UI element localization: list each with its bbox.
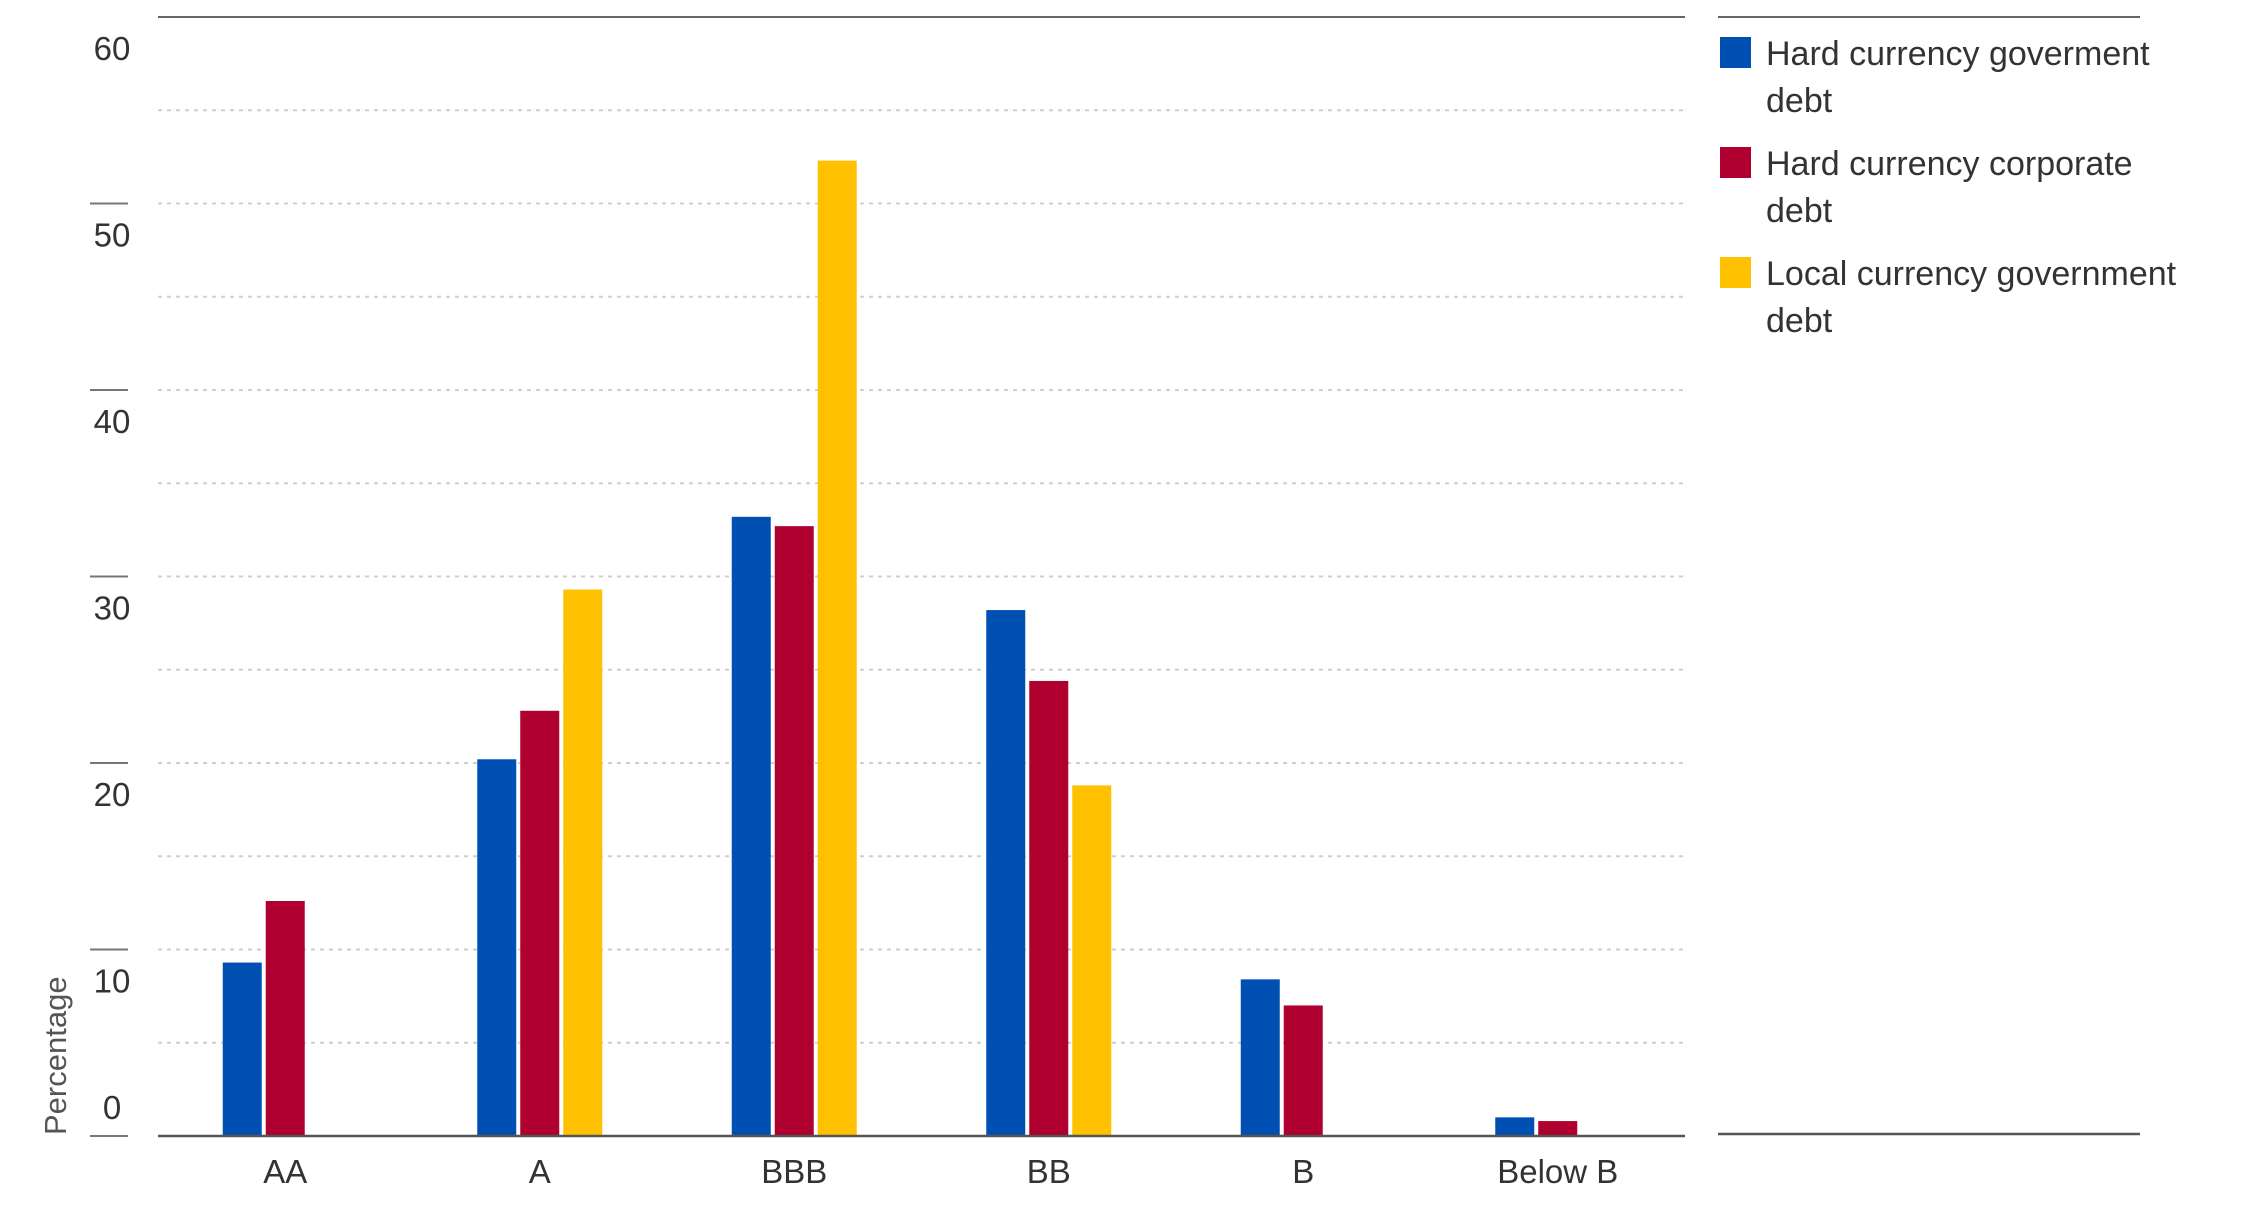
y-tick-label: 10 <box>94 963 131 1000</box>
y-tick-label: 50 <box>94 217 131 254</box>
y-tick-label: 60 <box>94 30 131 67</box>
legend-swatch <box>1720 37 1751 68</box>
legend-label: Hard currency goverment <box>1766 35 2150 73</box>
bar <box>265 901 305 1136</box>
bar <box>477 759 517 1136</box>
bar <box>1495 1117 1535 1136</box>
y-tick-label: 20 <box>94 776 131 813</box>
legend-swatch <box>1720 147 1751 178</box>
bar <box>731 516 771 1136</box>
y-tick-label: 40 <box>94 403 131 440</box>
y-tick-label: 0 <box>103 1089 121 1126</box>
legend-label: debt <box>1766 82 1833 120</box>
grid-lines <box>158 16 1685 1044</box>
x-tick-label: B <box>1292 1153 1314 1190</box>
legend-label: Hard currency corporate <box>1766 145 2133 183</box>
bar <box>1240 979 1280 1136</box>
legend-swatch <box>1720 257 1751 288</box>
legend-label: debt <box>1766 192 1833 230</box>
x-tick-label: BBB <box>761 1153 827 1190</box>
bar <box>1029 680 1069 1136</box>
bar <box>774 526 814 1136</box>
bar <box>1538 1121 1578 1136</box>
bar <box>222 962 262 1136</box>
legend-label: debt <box>1766 302 1833 340</box>
bar <box>1072 785 1112 1136</box>
bar <box>817 160 857 1137</box>
y-tick-label: 30 <box>94 590 131 627</box>
legend: Hard currency goverment debt Hard currency… <box>1718 16 2177 1136</box>
x-tick-label: Below B <box>1497 1153 1618 1190</box>
bars <box>222 160 1578 1137</box>
x-tick-label: BB <box>1027 1153 1071 1190</box>
x-tick-label: AA <box>263 1153 307 1190</box>
bar <box>986 610 1026 1136</box>
bar <box>563 589 603 1136</box>
x-axis: AA A BBB BB B Below B <box>158 1134 1685 1190</box>
x-tick-label: A <box>529 1153 551 1190</box>
y-axis: 0 10 20 30 40 50 60 <box>90 30 131 1137</box>
y-axis-label: Percentage <box>38 976 73 1135</box>
bar <box>1283 1005 1323 1136</box>
bar <box>520 710 560 1136</box>
legend-label: Local currency government <box>1766 255 2177 293</box>
